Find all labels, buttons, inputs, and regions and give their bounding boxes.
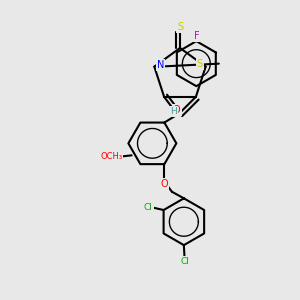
Text: O: O [173, 105, 181, 115]
Text: OCH₃: OCH₃ [100, 152, 122, 161]
Text: S: S [196, 59, 203, 69]
Text: Cl: Cl [144, 202, 153, 211]
Text: N: N [157, 60, 164, 70]
Text: Cl: Cl [180, 257, 189, 266]
Text: H: H [171, 107, 177, 116]
Text: O: O [161, 178, 169, 189]
Text: F: F [194, 32, 199, 41]
Text: S: S [177, 22, 183, 32]
